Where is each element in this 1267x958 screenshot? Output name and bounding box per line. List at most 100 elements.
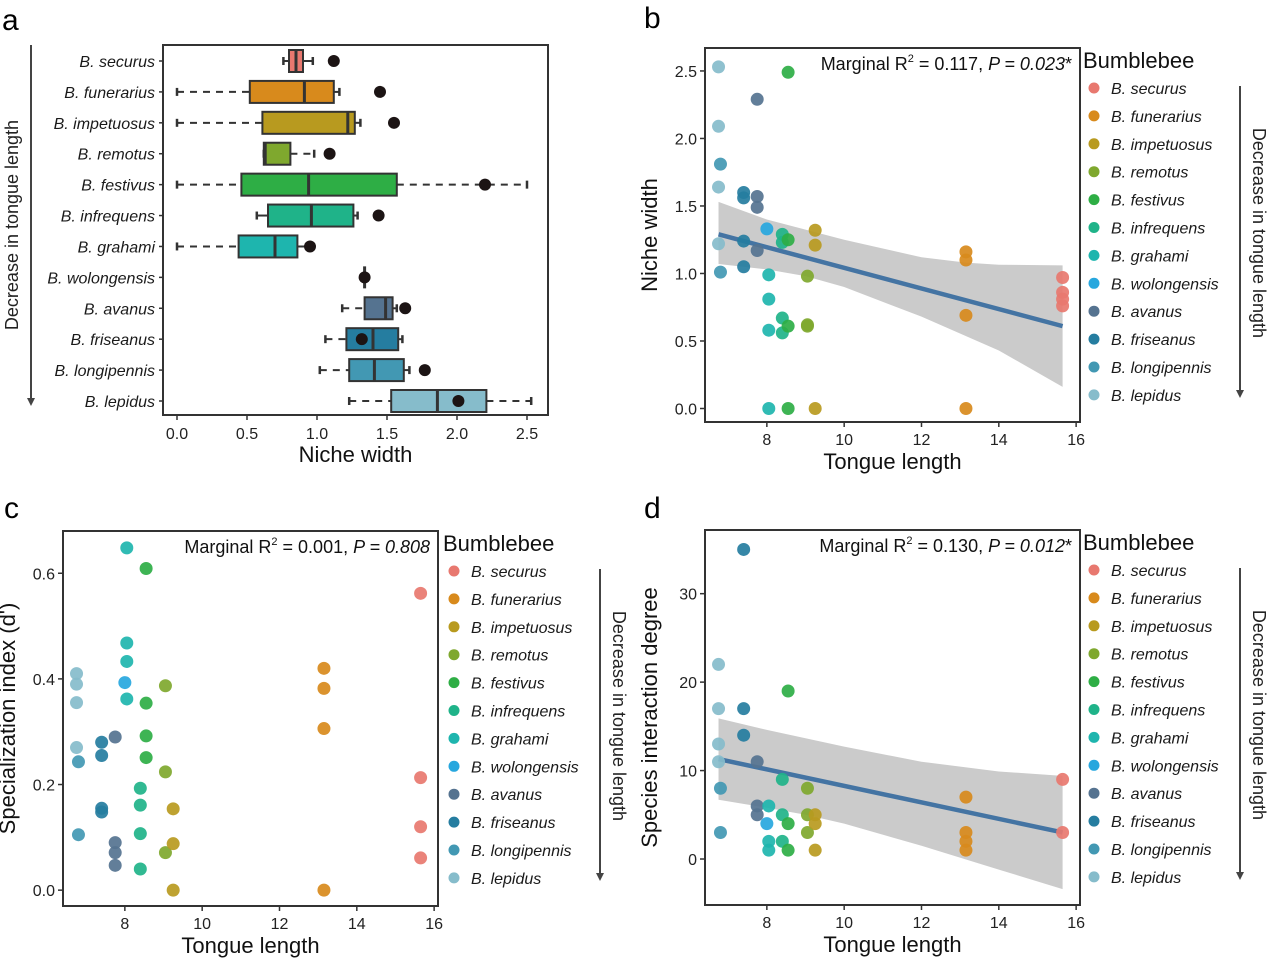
box-row: B. wolongensis	[47, 266, 371, 289]
legend-swatch	[1088, 277, 1100, 289]
stat-prefix: Marginal R	[821, 54, 908, 74]
data-point	[133, 862, 147, 876]
legend-item: B. lepidus	[1088, 388, 1181, 405]
mean-point	[452, 395, 465, 407]
category-label: B. infrequens	[61, 209, 155, 226]
stat-mid: = 0.130,	[913, 536, 989, 556]
x-tick-label: 2.5	[516, 426, 538, 443]
data-point	[95, 805, 109, 819]
y-axis-title: Niche width	[637, 178, 662, 292]
panel-a-boxplot: 0.0 0.5 1.0 1.5 2.0 2.5 Niche width B. securus B…	[2, 44, 549, 467]
x-tick-label: 2.0	[446, 426, 468, 443]
data-point	[762, 323, 776, 337]
legend-swatch	[448, 788, 460, 800]
legend-item: B. wolongensis	[1088, 276, 1219, 293]
legend-label: B. friseanus	[1111, 814, 1195, 831]
data-point	[750, 755, 764, 769]
data-point	[959, 253, 973, 267]
legend-label: B. avanus	[471, 787, 542, 804]
data-point	[71, 828, 85, 842]
legend-swatch	[1088, 676, 1100, 688]
data-point	[762, 292, 776, 306]
x-tick-label: 10	[835, 432, 853, 449]
legend-item: B. festivus	[1088, 193, 1185, 210]
side-arrow-label: Decrease in tongue length	[2, 120, 22, 330]
confidence-band	[718, 201, 1063, 387]
legend-swatch	[1088, 222, 1100, 233]
legend-item: B. grahami	[1088, 730, 1189, 747]
x-tick-label: 14	[348, 916, 366, 933]
data-point	[70, 667, 84, 681]
data-point	[158, 679, 172, 693]
legend-item: B. friseanus	[1088, 814, 1195, 831]
data-point	[808, 401, 822, 415]
panel-letter-a: a	[2, 4, 19, 37]
legend-item: B. infrequens	[448, 704, 565, 721]
x-tick-label: 1.5	[376, 426, 398, 443]
legend-item: B. securus	[1088, 563, 1187, 580]
data-point	[414, 586, 428, 600]
legend-label: B. impetuosus	[1111, 619, 1212, 636]
legend-label: B. festivus	[471, 676, 545, 693]
legend-item: B. remotus	[1088, 165, 1188, 182]
data-point	[166, 802, 180, 816]
data-point	[95, 748, 109, 762]
legend-label: B. securus	[471, 564, 547, 581]
legend-label: B. longipennis	[1111, 360, 1212, 377]
y-tick-label: 0	[688, 852, 697, 869]
legend-item: B. infrequens	[1088, 221, 1205, 238]
legend-swatch	[1088, 731, 1100, 743]
mean-point	[479, 178, 491, 191]
legend-item: B. remotus	[1088, 647, 1188, 664]
data-point	[781, 684, 795, 698]
category-label: B. friseanus	[71, 332, 155, 349]
panel-b-scatter: 8 10 12 14 16 0.0 0.5 1.0 1.5 2.0 2.5 Tongue length…	[637, 47, 1267, 474]
legend-item: B. funerarius	[1088, 591, 1202, 608]
data-point	[808, 238, 822, 252]
legend-item: B. friseanus	[1088, 332, 1195, 349]
data-point	[317, 661, 331, 675]
data-point	[959, 401, 973, 415]
data-point	[133, 781, 147, 795]
data-point	[108, 846, 122, 860]
data-point	[959, 308, 973, 322]
legend-title: Bumblebee	[443, 531, 554, 556]
box	[348, 358, 405, 383]
data-point	[70, 696, 84, 710]
data-point	[762, 843, 776, 857]
data-point	[737, 260, 751, 274]
legend-title: Bumblebee	[1083, 530, 1194, 555]
legend-label: B. grahami	[471, 731, 549, 748]
x-tick-label: 14	[990, 432, 1008, 449]
data-point	[737, 234, 751, 248]
legend-item: B. avanus	[448, 787, 542, 804]
category-label: B. impetuosus	[54, 116, 155, 133]
legend-swatch	[448, 844, 460, 856]
confidence-band	[718, 718, 1063, 890]
category-label: B. lepidus	[85, 394, 155, 411]
legend-swatch	[448, 732, 460, 744]
data-point	[781, 233, 795, 247]
legend-swatch	[1088, 592, 1100, 604]
category-label: B. securus	[79, 54, 155, 71]
regression-line	[717, 232, 1064, 329]
data-point	[760, 817, 774, 831]
data-point	[750, 200, 764, 214]
legend-item: B. longipennis	[1088, 360, 1212, 377]
legend-item: B. infrequens	[1088, 703, 1205, 720]
arrow-head-icon	[1236, 872, 1244, 880]
x-tick-label: 12	[913, 915, 931, 932]
box	[237, 234, 299, 259]
legend-swatch	[1088, 704, 1100, 715]
legend-label: B. wolongensis	[1111, 276, 1219, 293]
x-axis-title: Tongue length	[181, 933, 319, 958]
legend-swatch	[1088, 166, 1100, 178]
data-point	[158, 846, 172, 860]
side-arrow-label: Decrease in tongue length	[609, 611, 629, 821]
data-point	[959, 790, 973, 804]
data-point	[317, 883, 331, 897]
stat-p-label: P	[353, 537, 365, 557]
data-point	[133, 827, 147, 841]
legend-swatch	[448, 649, 460, 661]
